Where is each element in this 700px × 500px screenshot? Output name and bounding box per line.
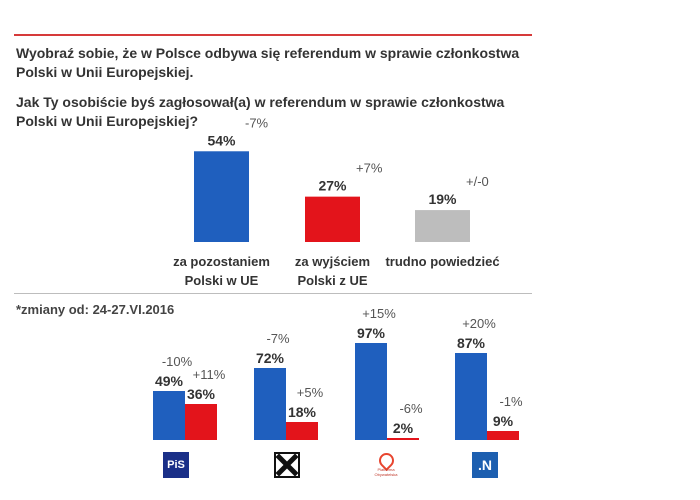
value-label-s0-0: 49% <box>155 373 184 389</box>
bar-1 <box>305 196 360 242</box>
category-label-0-0: za pozostaniem <box>173 254 270 269</box>
change-label-0: -7% <box>245 115 269 130</box>
bar-s0-1 <box>254 368 286 440</box>
bar-s1-0 <box>185 404 217 440</box>
change-label-s1-3: -1% <box>499 394 523 409</box>
question-intro: Wyobraź sobie, że w Polsce odbywa się re… <box>16 45 520 80</box>
change-label-s1-1: +5% <box>297 385 324 400</box>
top-divider <box>14 34 532 36</box>
value-label-2: 19% <box>428 191 457 207</box>
bar-2 <box>415 210 470 242</box>
change-label-s0-3: +20% <box>462 316 496 331</box>
category-label-1-0: za wyjściem <box>295 254 370 269</box>
change-label-2: +/-0 <box>466 174 489 189</box>
bar-s0-0 <box>153 391 185 440</box>
value-label-s0-2: 97% <box>357 325 386 341</box>
po-logo-text: Platforma Obywatelska <box>374 467 398 477</box>
value-label-s0-3: 87% <box>457 335 486 351</box>
change-label-1: +7% <box>356 161 383 176</box>
change-label-s1-2: -6% <box>399 401 423 416</box>
pis-logo: PiS <box>163 452 189 478</box>
change-label-s0-1: -7% <box>266 331 290 346</box>
category-label-0-1: Polski w UE <box>185 273 259 288</box>
bar-s1-3 <box>487 431 519 440</box>
value-label-s1-2: 2% <box>393 420 414 436</box>
value-label-s0-1: 72% <box>256 350 285 366</box>
po-logo: Platforma Obywatelska <box>370 449 402 478</box>
change-label-s0-2: +15% <box>362 306 396 321</box>
section-divider <box>14 293 532 294</box>
value-label-1: 27% <box>318 178 347 194</box>
bar-s1-2 <box>387 438 419 440</box>
change-label-s0-0: -10% <box>162 354 193 369</box>
change-label-s1-0: +11% <box>193 367 226 382</box>
value-label-s1-0: 36% <box>187 386 216 402</box>
category-label-2-0: trudno powiedzieć <box>385 254 499 269</box>
bar-s0-2 <box>355 343 387 440</box>
changes-note: *zmiany od: 24-27.VI.2016 <box>16 302 175 317</box>
bar-s1-1 <box>286 422 318 440</box>
value-label-s1-1: 18% <box>288 404 317 420</box>
bar-s0-3 <box>455 353 487 440</box>
bar-0 <box>194 151 249 242</box>
value-label-s1-3: 9% <box>493 413 514 429</box>
x-icon <box>276 454 298 476</box>
kukiz-logo <box>274 452 300 478</box>
value-label-0: 54% <box>207 132 236 148</box>
nowoczesna-logo: .N <box>472 452 498 478</box>
category-label-1-1: Polski z UE <box>297 273 367 288</box>
question-main: Jak Ty osobiście byś zagłosował(a) w ref… <box>16 94 505 129</box>
